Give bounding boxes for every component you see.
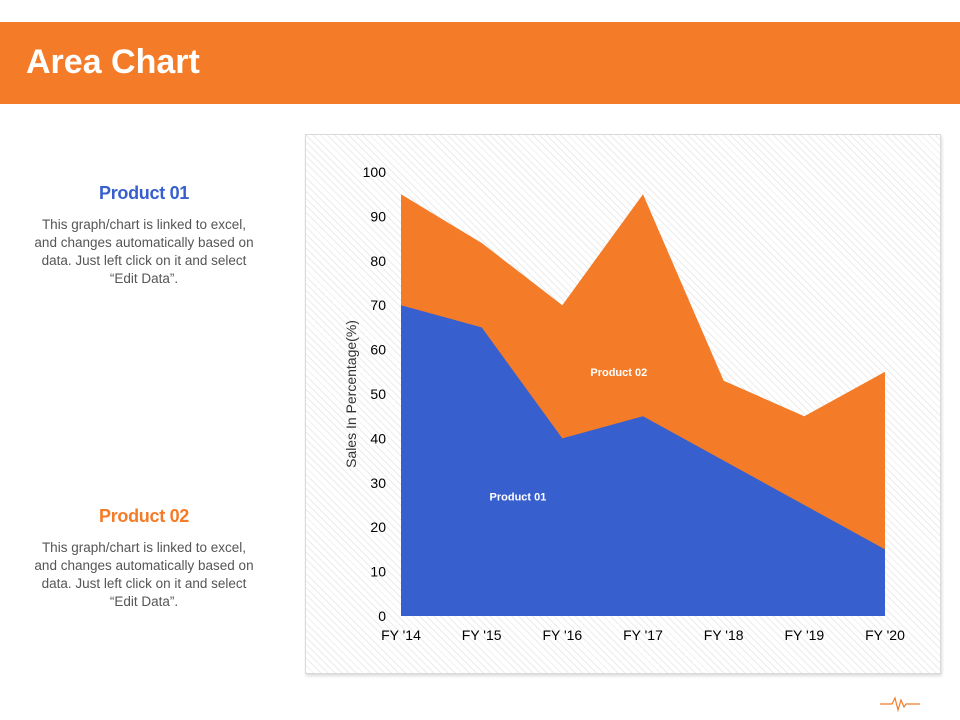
header-bar: Area Chart	[0, 22, 960, 104]
product-01-title: Product 01	[98, 183, 190, 203]
y-tick-label: 60	[370, 342, 386, 358]
product-02-description: This graph/chart is linked to excel, and…	[34, 540, 254, 609]
y-tick-label: 10	[370, 564, 386, 580]
product-01-description: This graph/chart is linked to excel, and…	[34, 217, 254, 286]
y-tick-label: 50	[370, 386, 386, 402]
x-tick-label: FY '19	[784, 627, 824, 643]
x-tick-label: FY '14	[381, 627, 421, 643]
series-label-product-01: Product 01	[490, 492, 547, 504]
chart-container[interactable]: Product 02 Product 01 0 10 20 30 40 50 60 70 80 90 1…	[305, 134, 941, 674]
y-tick-label: 20	[370, 519, 386, 535]
y-tick-label: 80	[370, 253, 386, 269]
x-tick-label: FY '17	[623, 627, 663, 643]
area-product-01	[401, 305, 885, 616]
footer-logo-icon	[880, 696, 920, 713]
product-02-title: Product 02	[98, 506, 190, 526]
x-tick-label: FY '15	[462, 627, 502, 643]
y-tick-label: 40	[370, 430, 386, 446]
y-tick-label: 70	[370, 297, 386, 313]
x-tick-label: FY '18	[704, 627, 744, 643]
y-tick-label: 30	[370, 475, 386, 491]
y-axis-title: Sales In Percentage(%)	[343, 320, 359, 468]
x-tick-label: FY '20	[865, 627, 905, 643]
series-label-product-02: Product 02	[590, 367, 647, 379]
product-02-info: Product 02 This graph/chart is linked to…	[30, 505, 258, 611]
y-tick-label: 90	[370, 208, 386, 224]
y-tick-label: 100	[363, 164, 387, 180]
y-tick-label: 0	[378, 608, 386, 624]
area-chart: Product 02 Product 01 0 10 20 30 40 50 60 70 80 90 1…	[343, 164, 905, 643]
page-title: Area Chart	[26, 43, 200, 81]
product-01-info: Product 01 This graph/chart is linked to…	[30, 182, 258, 288]
x-tick-label: FY '16	[542, 627, 582, 643]
